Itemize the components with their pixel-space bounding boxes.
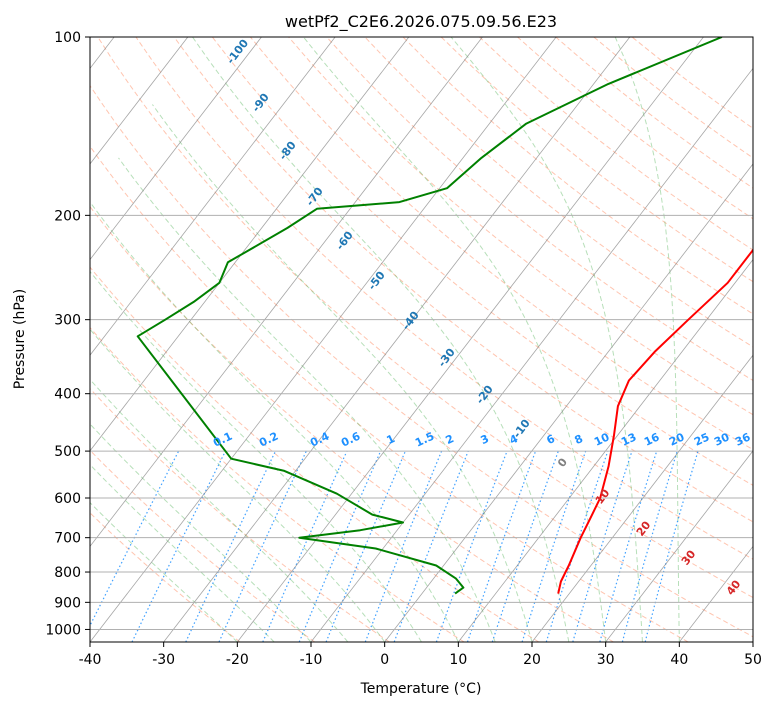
dry-adiabat	[90, 326, 465, 642]
mixing-ratio-line	[599, 450, 658, 642]
mixing-ratio-line	[90, 450, 180, 628]
isotherm-line	[90, 37, 410, 452]
moist-adiabat	[90, 328, 386, 642]
mixing-ratio-label: 20	[667, 430, 687, 448]
isotherm-line	[90, 37, 557, 642]
mixing-ratio-label: 16	[642, 430, 662, 448]
isotherm-line	[163, 37, 631, 642]
moist-adiabat	[90, 423, 312, 642]
y-tick-label: 100	[54, 30, 81, 46]
mixing-ratio-label: 30	[712, 430, 732, 448]
isotherm-line	[605, 450, 753, 642]
dry-adiabat	[90, 205, 614, 642]
dry-adiabat	[135, 37, 753, 560]
x-axis-ticks: -40 -30 -20 -10 0 10 20 30 40 50	[79, 642, 762, 668]
x-tick-label: 30	[597, 652, 615, 668]
mixing-ratio-line	[621, 450, 678, 642]
isotherm-line	[90, 37, 336, 356]
dry-adiabat	[288, 37, 753, 416]
y-tick-label: 700	[54, 531, 81, 547]
mixing-ratio-line	[572, 450, 633, 642]
mixing-ratio-line	[262, 450, 348, 642]
dry-adiabat	[90, 145, 689, 642]
x-tick-label: 50	[744, 652, 762, 668]
moist-adiabat	[90, 463, 275, 642]
isotherm-line	[90, 37, 262, 261]
moist-adiabat	[90, 201, 459, 642]
x-tick-label: 0	[380, 652, 389, 668]
mixing-ratio-line	[325, 450, 406, 642]
temperature-line	[557, 248, 753, 594]
moist-adiabat	[450, 37, 643, 642]
x-tick-label: -10	[300, 652, 323, 668]
moist-adiabat	[192, 37, 570, 642]
dry-adiabat	[90, 512, 241, 642]
dry-adiabat	[90, 449, 315, 642]
y-tick-label: 300	[54, 313, 81, 329]
isotherm-line	[384, 163, 753, 642]
x-tick-label: -40	[79, 652, 102, 668]
isotherm-line	[310, 67, 753, 642]
isotherm-line	[90, 37, 483, 548]
isotherm-line	[458, 258, 753, 642]
y-tick-label: 500	[54, 444, 81, 460]
mixing-ratio-line	[545, 450, 609, 642]
mixing-ratio-line	[364, 450, 443, 642]
x-tick-label: -20	[226, 652, 249, 668]
dry-adiabat	[364, 37, 753, 348]
moist-adiabat	[303, 37, 607, 642]
dry-adiabat	[250, 37, 753, 451]
dry-adiabat	[90, 84, 753, 638]
x-tick-label: 40	[670, 652, 688, 668]
mixing-ratio-label: 10	[592, 430, 612, 448]
mixing-ratio-label: 25	[692, 430, 711, 448]
y-tick-label: 800	[54, 565, 81, 581]
isotherm-line	[531, 354, 753, 642]
x-tick-label: 20	[523, 652, 541, 668]
moist-adiabat	[90, 378, 349, 642]
moist-adiabat	[90, 270, 422, 642]
moist-adiabat	[151, 104, 533, 642]
mixing-ratio-line	[521, 450, 587, 642]
dry-adiabat	[90, 266, 540, 642]
mixing-ratio-label: 36	[733, 430, 753, 448]
mixing-ratio-label: 13	[619, 430, 638, 448]
dry-adiabat	[440, 37, 753, 283]
isotherm-line	[90, 37, 189, 165]
isotherm-line	[237, 37, 704, 642]
x-axis-title: Temperature (°C)	[360, 681, 482, 697]
dewpoint-line	[136, 37, 723, 595]
y-tick-label: 200	[54, 208, 81, 224]
x-tick-label: -30	[152, 652, 175, 668]
chart-title: wetPf2_C2E6.2026.075.09.56.E23	[285, 12, 557, 32]
y-tick-label: 600	[54, 491, 81, 507]
background-lines	[90, 37, 753, 642]
plot-background	[90, 37, 753, 642]
dry-adiabat	[90, 387, 390, 642]
mixing-ratio-line	[435, 450, 508, 642]
y-tick-label: 900	[54, 595, 81, 611]
y-axis-ticks: 100 200 300 400 500 600 700 800 900 1000	[45, 30, 90, 638]
dry-adiabat	[97, 37, 753, 599]
y-tick-label: 400	[54, 387, 81, 403]
mixing-ratio-line	[491, 450, 559, 642]
mixing-ratio-line	[298, 450, 382, 642]
x-tick-label: 10	[449, 652, 467, 668]
y-axis-title: Pressure (hPa)	[12, 289, 28, 389]
y-tick-label: 1000	[45, 622, 81, 638]
moist-adiabat	[614, 37, 680, 642]
isotherm-line	[752, 641, 753, 642]
dry-adiabat	[173, 37, 753, 523]
mixing-ratio-line	[466, 450, 537, 642]
plot-frame	[89, 36, 754, 643]
profile-lines	[136, 37, 753, 595]
dry-adiabat	[402, 37, 753, 315]
